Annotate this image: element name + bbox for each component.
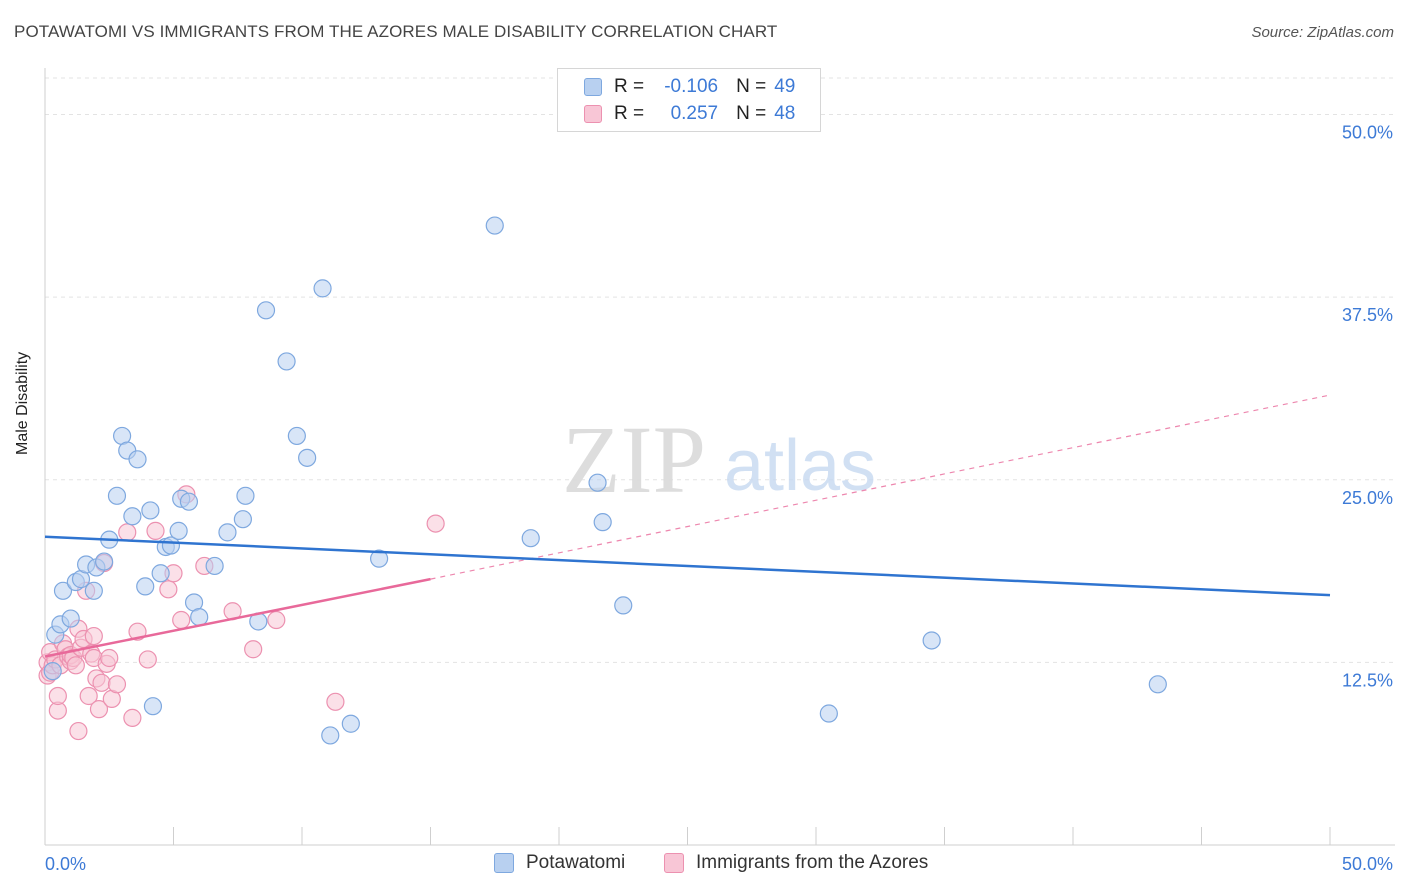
legend-r-value-pink: 0.257 — [670, 103, 719, 124]
pink-point-26 — [89, 700, 109, 719]
pink-point-17 — [69, 721, 88, 741]
legend-row-azores: R = 0.257 N = 48 — [584, 103, 795, 125]
watermark-zip: ZIP — [562, 406, 706, 513]
pink-point-46 — [326, 692, 345, 711]
blue-point-40 — [370, 549, 389, 568]
legend-r-label: R = — [614, 76, 645, 97]
pink-point-38 — [159, 580, 178, 599]
pink-point-7 — [48, 686, 67, 706]
blue-point-39 — [341, 714, 360, 733]
pink-point-33 — [118, 523, 137, 542]
blue-points-layer — [43, 216, 1167, 745]
blue-point-44 — [593, 513, 612, 532]
blue-point-45 — [614, 596, 633, 615]
pink-point-34 — [123, 708, 142, 727]
pink-point-36 — [138, 650, 157, 669]
blue-point-19 — [143, 697, 163, 716]
series-legend-azores[interactable]: Immigrants from the Azores — [664, 852, 928, 874]
pink-points-layer — [38, 485, 445, 741]
blue-point-16 — [128, 450, 147, 469]
pink-point-15 — [66, 656, 85, 675]
legend-row-potawatomi: R = -0.106 N = 49 — [584, 76, 795, 98]
blue-point-33 — [256, 301, 276, 320]
series-label-potawatomi: Potawatomi — [526, 852, 626, 873]
axis-layer — [44, 68, 1395, 846]
blue-point-41 — [485, 216, 504, 235]
pink-point-23 — [84, 626, 103, 646]
y-tick-label-2: 37.5% — [1342, 305, 1393, 325]
blue-point-10 — [95, 552, 114, 571]
legend-swatch-blue — [584, 78, 602, 96]
y-axis-label: Male Disability — [14, 351, 31, 455]
blue-point-12 — [107, 486, 127, 505]
blue-point-46 — [819, 704, 838, 723]
pink-trend-line — [44, 577, 431, 658]
x-tick-label-1: 50.0% — [1342, 854, 1393, 874]
blue-point-3 — [53, 581, 73, 600]
blue-point-17 — [136, 577, 155, 596]
pink-point-37 — [146, 521, 165, 540]
chart-title: POTAWATOMI VS IMMIGRANTS FROM THE AZORES… — [14, 22, 778, 41]
grid-layer — [45, 77, 1395, 663]
legend-swatch-pink — [584, 105, 602, 123]
series-legend: Potawatomi Immigrants from the Azores — [0, 852, 1406, 876]
blue-point-42 — [521, 529, 540, 548]
blue-point-35 — [287, 426, 306, 446]
pink-point-21 — [79, 686, 98, 706]
trend-layer — [44, 394, 1331, 658]
blue-point-48 — [1148, 675, 1167, 694]
legend-n-value-pink: 48 — [774, 103, 796, 124]
x-tick-label-0: 0.0% — [45, 854, 86, 874]
legend-n-label: N = — [736, 103, 767, 124]
pink-point-27 — [92, 673, 111, 692]
blue-point-47 — [922, 631, 941, 650]
pink-point-44 — [244, 640, 263, 659]
series-swatch-blue — [494, 853, 514, 873]
blue-point-34 — [277, 352, 296, 371]
y-tick-label-0: 12.5% — [1342, 670, 1393, 690]
blue-point-0 — [43, 662, 62, 681]
blue-point-29 — [218, 523, 237, 542]
source-label: Source: ZipAtlas.com — [1251, 24, 1394, 41]
legend-n-label: N = — [736, 76, 767, 97]
watermark-atlas: atlas — [724, 426, 876, 506]
y-tick-label-1: 25.0% — [1342, 488, 1393, 508]
legend-r-value-blue: -0.106 — [664, 76, 719, 97]
blue-point-4 — [61, 609, 80, 628]
blue-point-23 — [169, 521, 188, 540]
blue-point-18 — [141, 501, 160, 520]
legend-r-label: R = — [614, 103, 645, 124]
blue-point-15 — [123, 507, 142, 526]
blue-point-38 — [321, 726, 340, 745]
correlation-legend: R = -0.106 N = 49 R = 0.257 N = 48 — [557, 68, 821, 132]
blue-point-28 — [205, 556, 224, 576]
blue-trend-line — [44, 535, 1331, 597]
pink-trend-extension — [430, 394, 1331, 580]
pink-point-40 — [172, 610, 191, 630]
blue-point-37 — [313, 279, 332, 298]
blue-point-30 — [233, 510, 252, 529]
legend-n-value-blue: 49 — [774, 76, 796, 97]
series-legend-potawatomi[interactable]: Potawatomi — [494, 852, 625, 874]
pink-point-45 — [267, 610, 286, 630]
blue-point-27 — [190, 607, 209, 627]
blue-point-36 — [298, 448, 317, 467]
blue-point-8 — [84, 581, 103, 600]
blue-point-20 — [151, 564, 170, 583]
blue-point-31 — [236, 486, 255, 505]
blue-point-25 — [179, 492, 199, 511]
series-swatch-pink — [664, 853, 684, 873]
pink-point-32 — [107, 675, 127, 694]
tick-label-layer: 12.5% 25.0% 37.5% 50.0% 0.0% 50.0% — [45, 123, 1393, 874]
pink-point-30 — [100, 648, 119, 668]
pink-point-47 — [426, 514, 445, 533]
series-label-azores: Immigrants from the Azores — [696, 852, 929, 873]
blue-point-43 — [588, 473, 607, 492]
y-tick-label-3: 50.0% — [1342, 123, 1393, 143]
